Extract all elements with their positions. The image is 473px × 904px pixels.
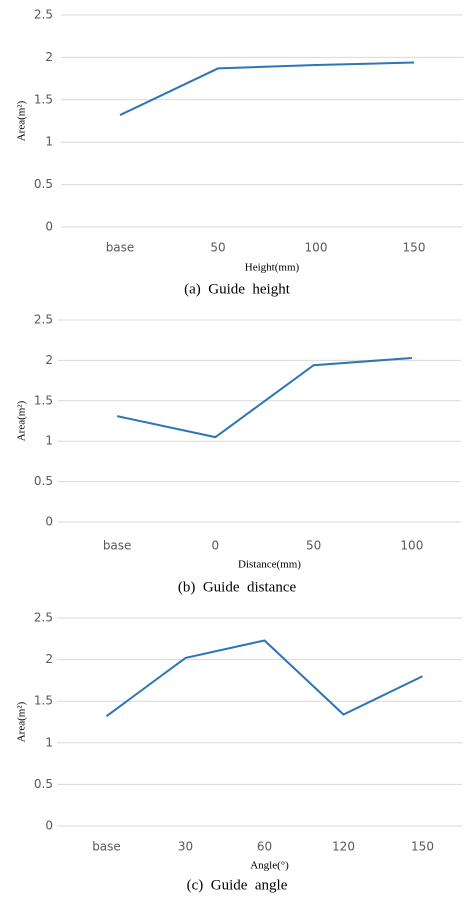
y-tick-label: 2.5 [34,611,53,625]
y-tick-label: 0.5 [34,474,53,488]
x-tick-label: 100 [305,241,328,255]
x-tick-label: 30 [178,840,193,854]
caption: (c) Guide angle [187,877,288,893]
x-tick-label: base [103,539,132,553]
y-axis-title: Area(m²) [16,400,28,441]
y-tick-label: 0 [45,819,53,833]
x-tick-label: base [106,241,135,255]
x-tick-label: 100 [400,539,423,553]
data-line [116,356,412,439]
x-tick-label: 150 [403,241,426,255]
data-line [119,61,415,116]
y-tick-label: 1 [45,735,53,749]
y-tick-label: 1 [45,434,53,448]
y-tick-label: 2 [45,652,53,666]
y-tick-label: 0.5 [34,177,53,191]
data-line [105,639,423,717]
y-tick-label: 2 [45,50,53,64]
x-tick-label: 150 [411,840,434,854]
y-axis-title: Area(m²) [16,100,28,141]
x-tick-label: 60 [257,840,272,854]
y-tick-label: 0 [45,220,53,234]
x-tick-label: 120 [332,840,355,854]
x-tick-label: 50 [306,539,321,553]
x-tick-label: 0 [212,539,220,553]
y-tick-label: 1 [45,135,53,149]
y-tick-label: 1.5 [34,393,53,407]
x-tick-label: base [92,840,121,854]
caption: (b) Guide distance [178,579,297,595]
y-tick-label: 1.5 [34,92,53,106]
x-axis-title: Angle(°) [250,860,289,872]
x-tick-label: 50 [210,241,225,255]
y-axis-title: Area(m²) [16,701,28,742]
y-tick-label: 0 [45,515,53,529]
y-tick-label: 2.5 [34,313,53,327]
y-tick-label: 1.5 [34,694,53,708]
caption: (a) Guide height [184,281,291,297]
y-tick-label: 0.5 [34,777,53,791]
y-tick-label: 2.5 [34,8,53,22]
x-axis-title: Height(mm) [245,262,300,274]
x-axis-title: Distance(mm) [238,559,301,571]
y-tick-label: 2 [45,353,53,367]
